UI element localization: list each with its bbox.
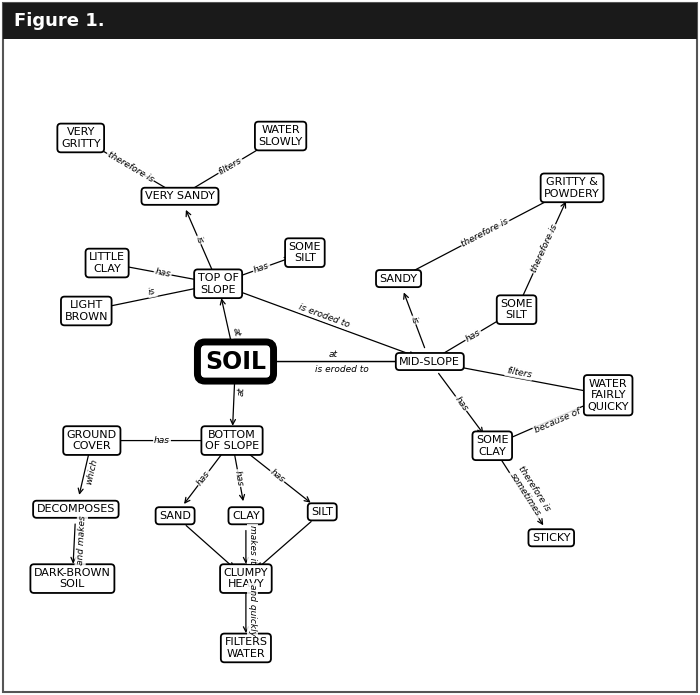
Text: has: has <box>154 436 170 445</box>
Text: MID-SLOPE: MID-SLOPE <box>400 357 460 366</box>
Text: and quickly: and quickly <box>248 584 258 636</box>
Bar <box>3 3 697 39</box>
Text: therefore is: therefore is <box>460 217 510 250</box>
Text: filters: filters <box>217 156 244 177</box>
Text: has: has <box>195 469 212 487</box>
Text: is: is <box>193 235 204 245</box>
Text: because of: because of <box>533 407 582 434</box>
Text: SOME
CLAY: SOME CLAY <box>476 435 508 457</box>
Text: GROUND
COVER: GROUND COVER <box>66 430 117 451</box>
Text: CLUMPY
HEAVY: CLUMPY HEAVY <box>223 568 268 589</box>
Text: has: has <box>253 261 271 275</box>
Text: VERY SANDY: VERY SANDY <box>145 191 215 202</box>
Text: Figure 1.: Figure 1. <box>14 12 104 30</box>
Text: at: at <box>230 327 241 337</box>
Text: therefore is: therefore is <box>106 150 155 184</box>
Text: VERY
GRITTY: VERY GRITTY <box>61 127 101 149</box>
Text: DARK-BROWN
SOIL: DARK-BROWN SOIL <box>34 568 111 589</box>
Text: SOIL: SOIL <box>205 350 266 373</box>
Text: SILT: SILT <box>312 507 333 517</box>
Text: has: has <box>268 468 286 484</box>
Text: at: at <box>328 350 337 359</box>
Text: WATER
SLOWLY: WATER SLOWLY <box>258 125 302 147</box>
Text: WATER
FAIRLY
QUICKY: WATER FAIRLY QUICKY <box>587 379 629 412</box>
Text: SOME
SILT: SOME SILT <box>288 242 321 263</box>
Text: is: is <box>409 315 420 325</box>
Text: is eroded to: is eroded to <box>298 302 351 329</box>
Text: therefore is
sometimes: therefore is sometimes <box>508 465 552 519</box>
Text: has: has <box>453 395 470 413</box>
Text: is: is <box>148 286 157 297</box>
Text: filters: filters <box>505 366 533 379</box>
Text: at: at <box>237 387 246 396</box>
Text: FILTERS
WATER: FILTERS WATER <box>225 637 267 659</box>
Text: makes it: makes it <box>248 525 258 564</box>
Text: GRITTY &
POWDERY: GRITTY & POWDERY <box>544 177 600 199</box>
Text: BOTTOM
OF SLOPE: BOTTOM OF SLOPE <box>205 430 259 451</box>
Text: STICKY: STICKY <box>532 533 570 543</box>
Text: DECOMPOSES: DECOMPOSES <box>36 505 115 514</box>
Text: which: which <box>84 457 99 485</box>
Text: SAND: SAND <box>159 511 191 521</box>
Text: is eroded to: is eroded to <box>316 366 369 375</box>
Text: SOME
SILT: SOME SILT <box>500 299 533 320</box>
Text: CLAY: CLAY <box>232 511 260 521</box>
Text: has: has <box>464 327 482 343</box>
Text: LIGHT
BROWN: LIGHT BROWN <box>64 300 108 322</box>
Text: SANDY: SANDY <box>379 274 418 284</box>
Text: and makes: and makes <box>76 516 87 566</box>
Text: TOP OF
SLOPE: TOP OF SLOPE <box>197 273 239 295</box>
Text: has: has <box>154 268 172 279</box>
Text: has: has <box>233 470 245 486</box>
Text: LITTLE
CLAY: LITTLE CLAY <box>89 252 125 274</box>
Text: therefore is: therefore is <box>529 223 559 275</box>
